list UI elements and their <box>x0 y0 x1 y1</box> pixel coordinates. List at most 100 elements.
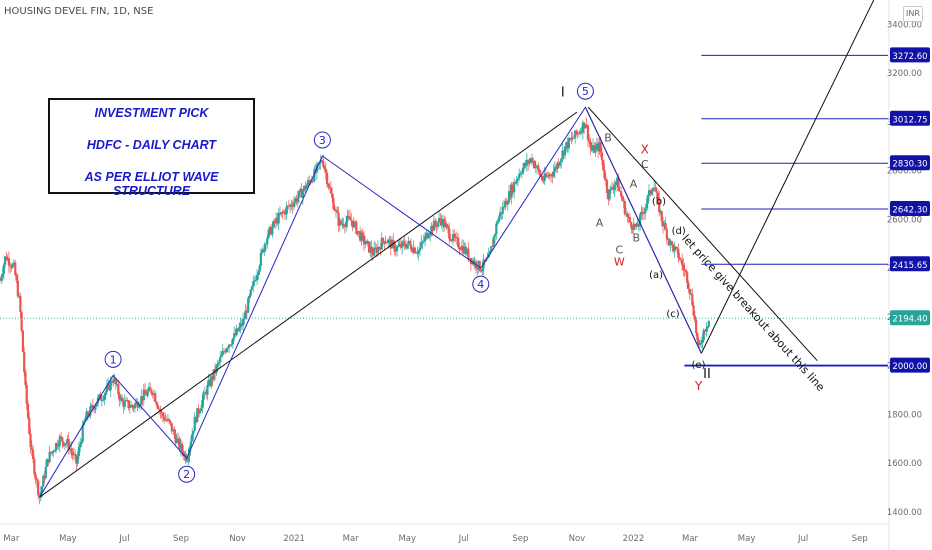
candle-body <box>146 391 149 396</box>
wave-label: 5 <box>582 85 589 98</box>
candle-body <box>10 266 13 268</box>
candle-body <box>649 190 652 194</box>
candle-body <box>94 405 97 410</box>
wave-annotation: (b) <box>652 197 666 208</box>
candle-body <box>84 418 87 422</box>
candle-body <box>6 258 9 260</box>
candle-body <box>207 379 210 385</box>
candle-body <box>110 380 114 383</box>
wave-annotation: A <box>596 217 604 230</box>
candle-body <box>219 357 222 363</box>
candle-body <box>5 256 8 260</box>
candle-body <box>703 329 707 332</box>
candle-body <box>645 203 648 209</box>
candle-body <box>557 162 560 166</box>
candle-body <box>527 160 530 164</box>
x-tick-label: 2021 <box>283 534 305 544</box>
candle-body <box>164 419 167 421</box>
candle-body <box>663 223 666 227</box>
candle-body <box>174 434 177 444</box>
candle-body <box>495 223 498 235</box>
candle-body <box>423 236 427 242</box>
candle-body <box>220 355 223 358</box>
candle-body <box>425 233 428 237</box>
candle-body <box>121 397 124 402</box>
candle-body <box>286 205 289 208</box>
candle-body <box>633 223 637 227</box>
candle-body <box>706 326 709 329</box>
note-line-2: HDFC - DAILY CHART <box>86 138 217 152</box>
candle-body <box>548 174 551 177</box>
candle-body <box>507 191 511 203</box>
candle-body <box>45 459 49 467</box>
candle-body <box>598 142 601 152</box>
candle-body <box>476 268 479 270</box>
candle-body <box>365 240 368 244</box>
candle-body <box>19 295 22 313</box>
note-line-3: AS PER ELLIOT WAVE STRUCTURE <box>84 170 219 198</box>
candle-body <box>166 419 170 421</box>
candle-body <box>51 451 54 454</box>
candle-body <box>395 246 399 252</box>
candle-body <box>542 180 545 182</box>
candle-body <box>323 166 326 170</box>
x-tick-label: May <box>738 534 756 544</box>
candle-body <box>561 150 564 159</box>
candle-body <box>479 270 483 272</box>
candle-body <box>90 405 93 407</box>
candle-body <box>115 384 119 385</box>
candle-body <box>351 220 354 228</box>
candle-body <box>513 182 516 193</box>
level-badge <box>890 155 930 171</box>
candle-body <box>257 271 260 275</box>
candle-body <box>397 245 400 247</box>
candle-body <box>603 169 606 179</box>
candle-body <box>677 248 680 258</box>
wave-label-circle <box>104 350 122 368</box>
x-tick-label: Jul <box>458 534 469 544</box>
candle-body <box>446 225 450 229</box>
candle-body <box>24 371 27 385</box>
candle-body <box>198 411 201 414</box>
candle-body <box>2 264 5 274</box>
candle-body <box>212 369 215 380</box>
candle-body <box>537 165 540 170</box>
candle-body <box>622 200 625 202</box>
candle-body <box>544 173 548 177</box>
candle-body <box>524 162 527 166</box>
candle-body <box>140 396 143 404</box>
candle-body <box>417 250 420 254</box>
candle-body <box>519 173 522 175</box>
candle-body <box>163 416 166 421</box>
candle-body <box>558 162 562 166</box>
candle-body <box>381 238 385 242</box>
candle-body <box>20 312 23 331</box>
candle-body <box>664 223 667 229</box>
candle-body <box>173 429 176 435</box>
candle-body <box>165 419 168 421</box>
candle-body <box>686 272 689 283</box>
candle-body <box>641 211 644 214</box>
candle-body <box>511 184 514 193</box>
candle-body <box>618 190 621 192</box>
candle-body <box>541 175 544 181</box>
currency-badge[interactable]: INR <box>903 6 923 22</box>
candle-body <box>367 241 371 253</box>
candle-body <box>85 411 88 419</box>
candle-body <box>669 241 672 245</box>
candle-body <box>44 466 47 479</box>
candle-body <box>34 474 37 480</box>
candle-body <box>73 454 77 455</box>
level-badge <box>890 256 930 272</box>
candle-body <box>76 455 79 464</box>
candle-body <box>33 459 36 475</box>
trend-line <box>587 106 818 362</box>
candle-body <box>338 220 341 226</box>
level-badge <box>890 110 930 126</box>
candle-body <box>467 248 470 259</box>
candle-body <box>275 218 278 224</box>
candle-body <box>156 404 159 409</box>
candle-body <box>48 451 51 463</box>
candle-body <box>304 185 307 190</box>
